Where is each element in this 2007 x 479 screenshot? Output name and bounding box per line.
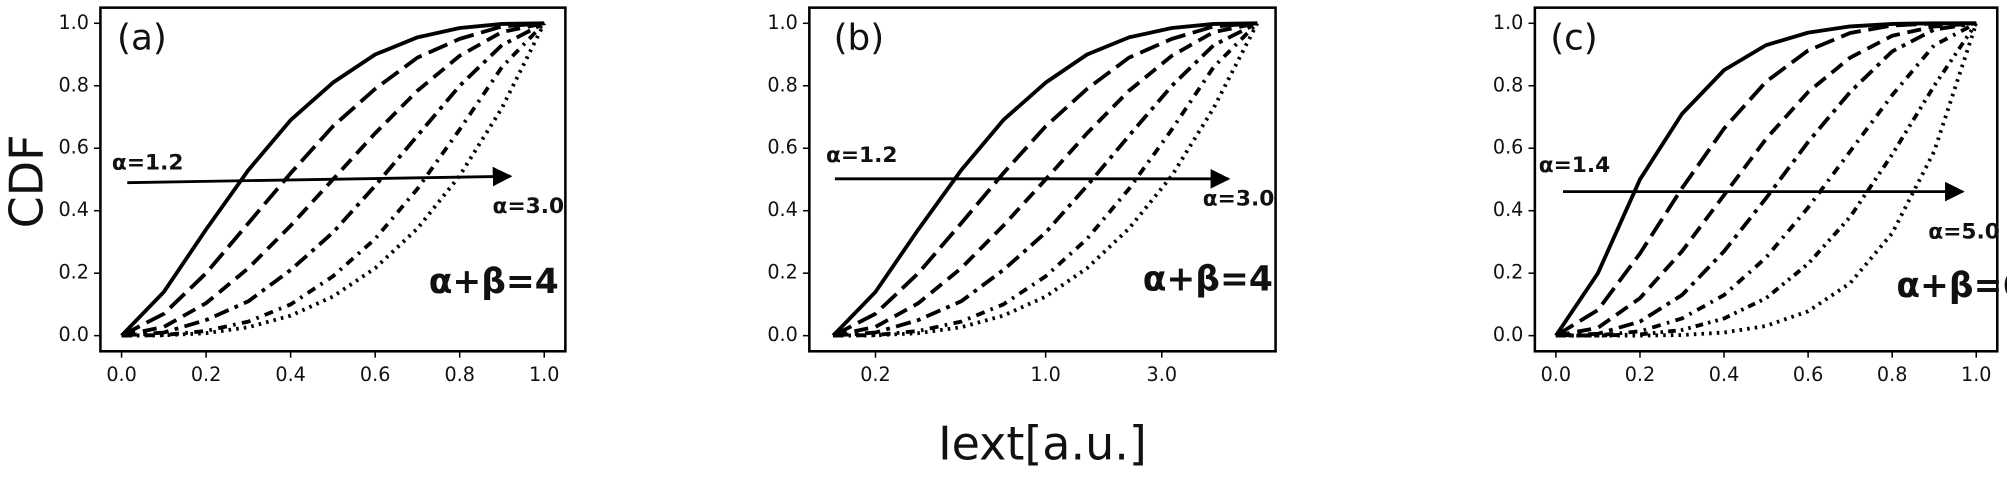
cdf-line: [832, 21, 1258, 338]
cdf-line: [832, 21, 1259, 338]
panel: 0.0 0.2 0.4 0.6 0.8 1.0 0.0 0.2 0.4 0.6 0.8 1.0 (c) α…: [1493, 6, 2007, 386]
cdf-line: [833, 22, 1259, 338]
annotation: α=3.0: [1203, 186, 1275, 211]
panel-label: (a): [117, 18, 167, 59]
cdf-line: [1554, 21, 1977, 338]
y-tick-label: 1.0: [58, 11, 88, 34]
y-tick-label: 0.6: [767, 136, 797, 159]
annotation: α=1.2: [826, 143, 898, 168]
y-tick-label: 0.2: [58, 261, 88, 284]
x-tick-label: 1.0: [529, 363, 559, 386]
x-tick-label: 0.8: [444, 363, 474, 386]
cdf-line: [831, 21, 1258, 337]
y-axis-label: CDF: [0, 134, 54, 228]
y-tick-label: 0.4: [58, 198, 88, 221]
x-tick-label: 0.6: [360, 363, 390, 386]
panel: 0.0 0.2 0.4 0.6 0.8 1.0 0.0 0.2 0.4 0.6 0.8 1.0 (a) α…: [0, 6, 567, 386]
annotation: α+β=4: [429, 262, 559, 302]
y-tick-label: 0.8: [767, 73, 797, 96]
y-tick-label: 0.8: [58, 73, 88, 96]
y-tick-label: 0.4: [1493, 198, 1523, 221]
panel-label: (c): [1550, 18, 1598, 59]
y-tick-label: 0.0: [767, 323, 797, 346]
y-tick-label: 0.6: [58, 136, 88, 159]
annotation: α=1.2: [112, 150, 184, 175]
plot-frame: [808, 6, 1277, 353]
panel: 0.0 0.2 0.4 0.6 0.8 1.0 0.2 1.0 3.0 (b) α=1.2 α=3.0…: [767, 6, 1277, 471]
annotation: α=3.0: [493, 194, 565, 219]
plot-frame: [1533, 6, 1999, 353]
arrow: [127, 166, 513, 187]
cdf-line: [121, 22, 546, 338]
x-tick-label: 0.0: [106, 363, 136, 386]
y-tick-label: 1.0: [1493, 11, 1523, 34]
cdf-line: [121, 21, 546, 338]
x-axis-label: Iext[a.u.]: [938, 417, 1147, 471]
y-tick-label: 0.8: [1493, 73, 1523, 96]
cdf-line: [120, 21, 545, 338]
y-tick-label: 0.2: [1493, 261, 1523, 284]
x-tick-label: 0.2: [1625, 363, 1655, 386]
y-tick-label: 0.2: [767, 261, 797, 284]
y-tick-label: 0.0: [58, 323, 88, 346]
annotation: α+β=4: [1143, 260, 1273, 300]
cdf-line: [120, 21, 545, 337]
x-tick-label: 0.8: [1877, 363, 1907, 386]
y-tick-label: 0.4: [767, 198, 797, 221]
annotation: α=5.0: [1928, 219, 2000, 244]
annotation: α=1.4: [1539, 153, 1611, 178]
plot-frame: [99, 6, 567, 353]
y-tick-label: 0.0: [1493, 323, 1523, 346]
x-tick-label: 0.0: [1541, 363, 1571, 386]
cdf-line: [1555, 21, 1977, 338]
x-tick-label: 0.2: [191, 363, 221, 386]
cdf-line: [1555, 21, 1977, 338]
cdf-line: [121, 21, 546, 338]
y-tick-label: 1.0: [767, 11, 797, 34]
x-tick-label: 0.4: [275, 363, 305, 386]
x-tick-label: 0.4: [1709, 363, 1739, 386]
x-tick-label: 3.0: [1147, 363, 1177, 386]
y-tick-label: 0.6: [1493, 136, 1523, 159]
cdf-line: [833, 21, 1259, 338]
annotation: α+β=6: [1896, 266, 2007, 306]
x-tick-label: 1.0: [1030, 363, 1060, 386]
x-tick-label: 1.0: [1961, 363, 1991, 386]
panel-label: (b): [834, 18, 885, 59]
cdf-line: [1555, 22, 1979, 338]
x-tick-label: 0.6: [1793, 363, 1823, 386]
x-tick-label: 0.2: [860, 363, 890, 386]
